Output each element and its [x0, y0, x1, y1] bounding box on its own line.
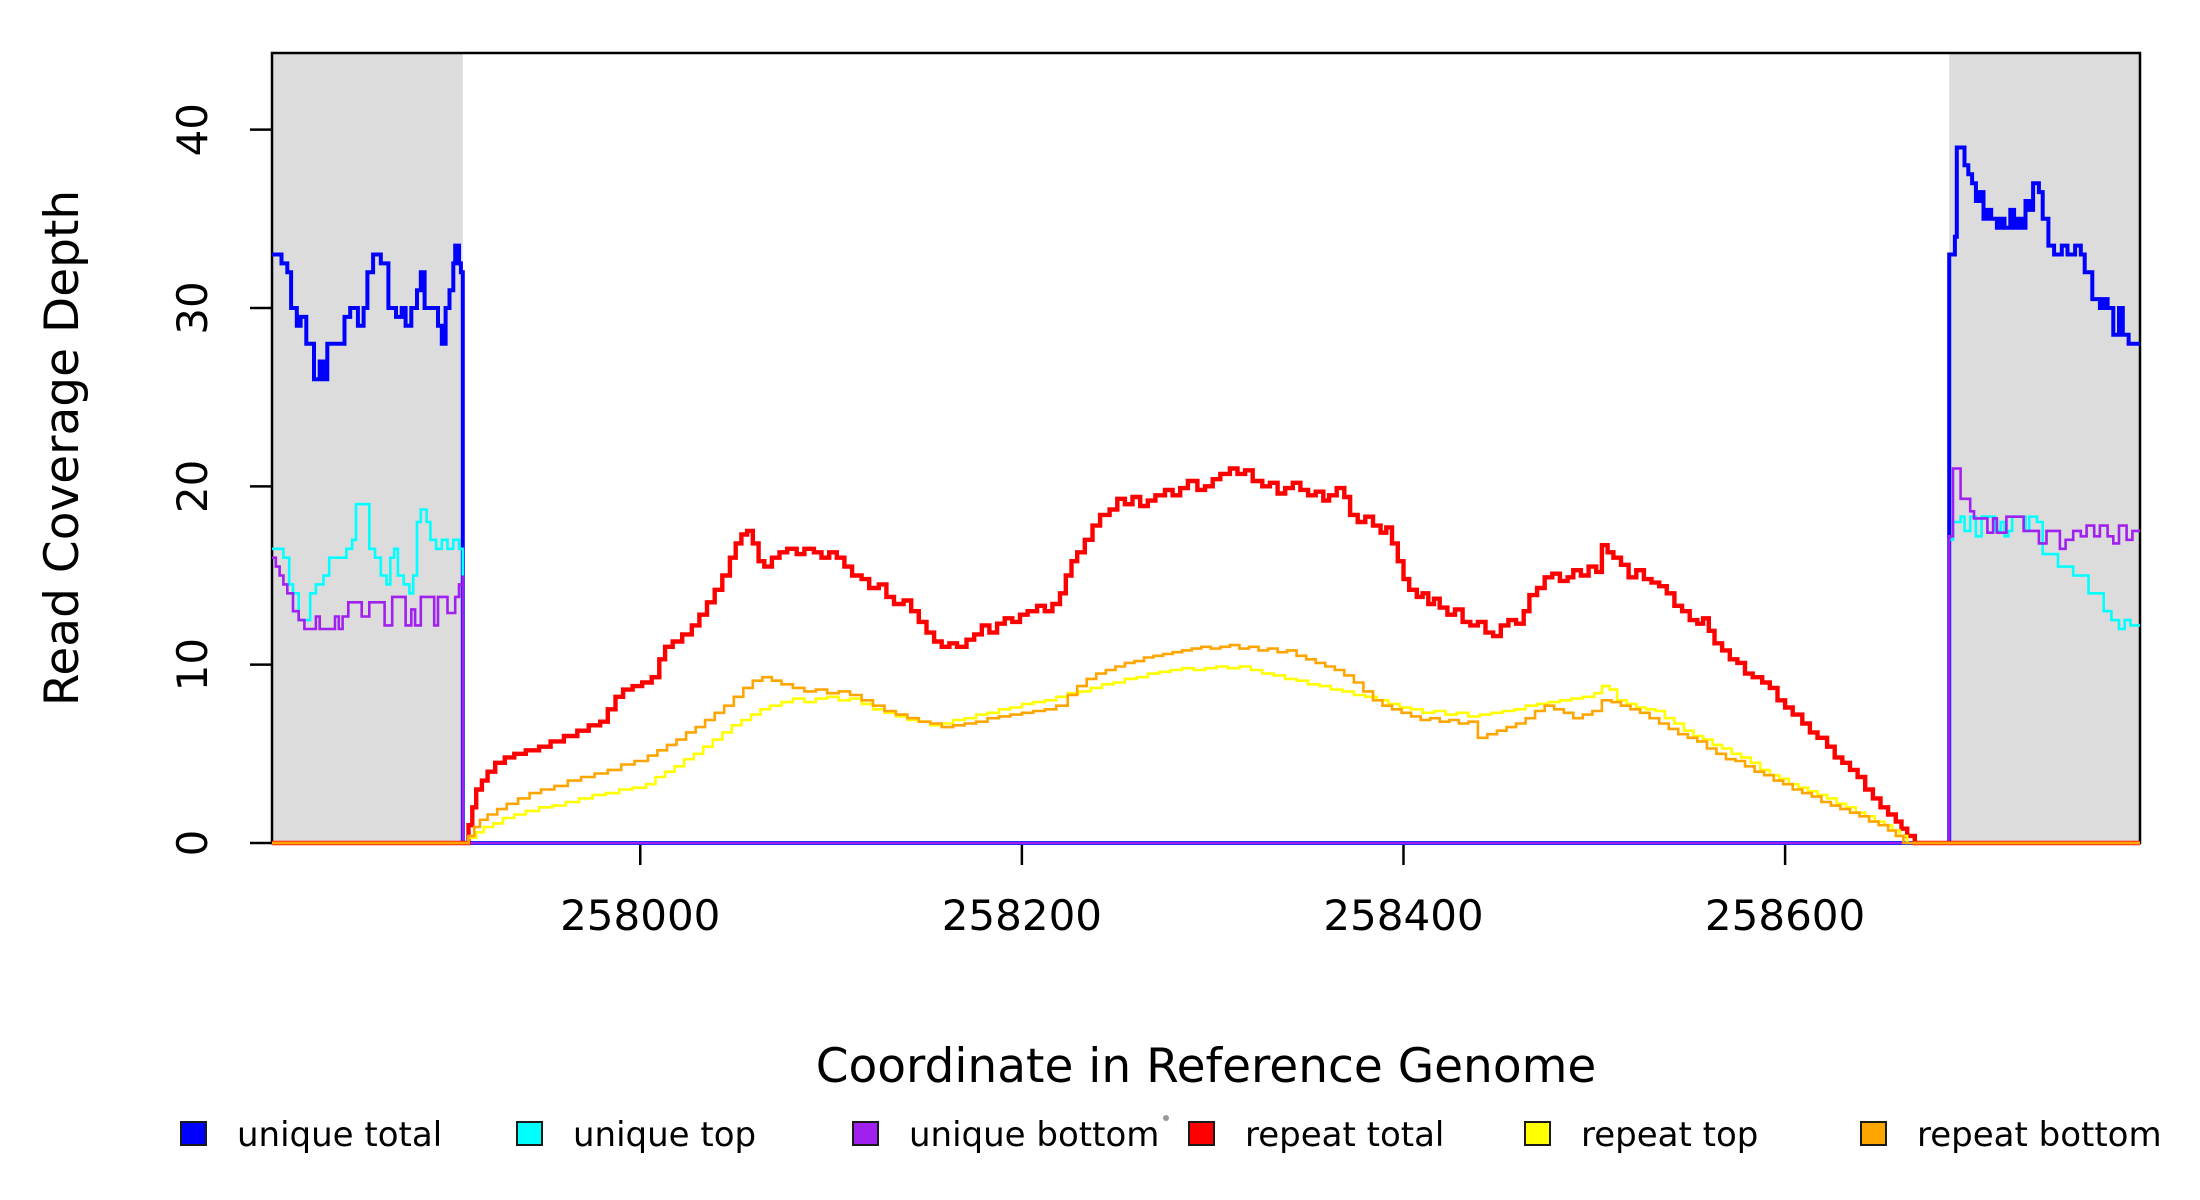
series-lines: [272, 145, 2140, 846]
x-axis-title: Coordinate in Reference Genome: [816, 1039, 1597, 1094]
stray-mark: [1163, 1115, 1169, 1121]
legend-label: repeat total: [1245, 1115, 1444, 1155]
legend: unique total unique top unique bottom repea…: [180, 1115, 2162, 1155]
legend-label: repeat bottom: [1917, 1115, 2162, 1155]
y-axis: 0 10 20 30 40: [168, 103, 272, 856]
masked-regions: [272, 53, 2140, 843]
series-line-repeat-total: [272, 466, 2140, 846]
x-tick-label: 258600: [1705, 891, 1865, 940]
y-tick-label: 30: [168, 281, 217, 334]
y-tick-label: 20: [168, 460, 217, 513]
legend-item-repeat-total: repeat total: [1188, 1115, 1444, 1155]
legend-swatch: [1860, 1121, 1887, 1146]
x-tick-label: 258000: [560, 891, 720, 940]
legend-label: repeat top: [1581, 1115, 1758, 1155]
legend-swatch: [852, 1121, 879, 1146]
series-line-unique-total: [272, 145, 2140, 845]
x-tick-label: 258400: [1323, 891, 1483, 940]
legend-swatch: [1524, 1121, 1551, 1146]
plot-frame: [270, 51, 2142, 845]
series-line-unique-top: [272, 502, 2140, 845]
legend-item-repeat-top: repeat top: [1524, 1115, 1758, 1155]
legend-swatch: [516, 1121, 543, 1146]
legend-label: unique total: [237, 1115, 442, 1155]
legend-swatch: [1188, 1121, 1215, 1146]
x-tick-label: 258200: [942, 891, 1102, 940]
legend-item-repeat-bottom: repeat bottom: [1860, 1115, 2162, 1155]
left-masked-region: [272, 53, 463, 843]
y-tick-label: 40: [168, 103, 217, 156]
series-line-repeat-top: [272, 665, 2140, 845]
legend-item-unique-total: unique total: [180, 1115, 442, 1155]
x-axis: 258000 258200 258400 258600: [560, 843, 1865, 940]
legend-item-unique-top: unique top: [516, 1115, 756, 1155]
y-tick-label: 10: [168, 638, 217, 691]
legend-swatch: [180, 1121, 207, 1146]
series-line-repeat-bottom: [272, 643, 2140, 845]
legend-label: unique top: [573, 1115, 756, 1155]
y-axis-title: Read Coverage Depth: [35, 190, 90, 706]
legend-item-unique-bottom: unique bottom: [852, 1115, 1159, 1155]
right-masked-region: [1949, 53, 2140, 843]
plot-border: [270, 51, 2142, 845]
series-line-unique-bottom: [272, 467, 2140, 845]
y-tick-label: 0: [168, 830, 217, 857]
legend-label: unique bottom: [909, 1115, 1159, 1155]
